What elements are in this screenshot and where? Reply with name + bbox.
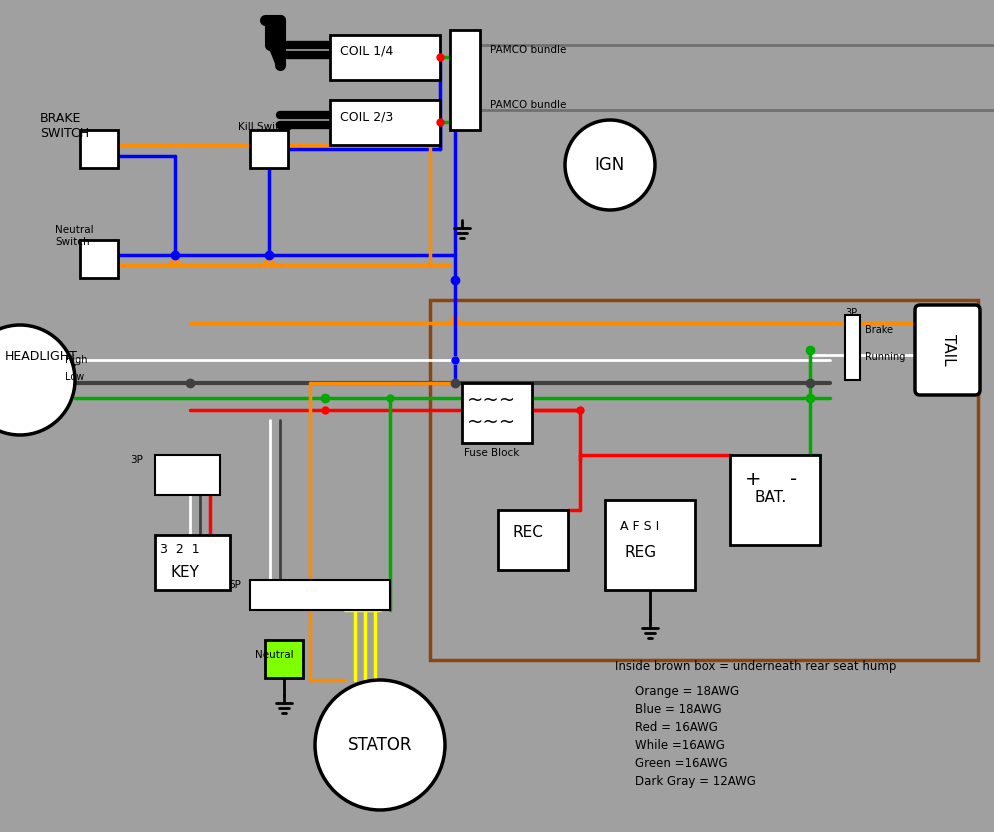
Text: PAMCO bundle: PAMCO bundle: [489, 45, 566, 55]
Circle shape: [315, 680, 444, 810]
Text: Red = 16AWG: Red = 16AWG: [634, 721, 717, 734]
Text: HEADLIGHT: HEADLIGHT: [5, 350, 78, 363]
Text: High: High: [65, 355, 87, 365]
Text: BRAKE
SWITCH: BRAKE SWITCH: [40, 112, 89, 140]
FancyBboxPatch shape: [461, 383, 532, 443]
Text: ~~~: ~~~: [466, 391, 516, 410]
Text: PAMCO bundle: PAMCO bundle: [489, 100, 566, 110]
Text: REC: REC: [513, 525, 544, 540]
Circle shape: [0, 325, 75, 435]
Text: STATOR: STATOR: [347, 736, 412, 754]
Text: 6P: 6P: [228, 580, 241, 590]
FancyBboxPatch shape: [730, 455, 819, 545]
Text: -: -: [789, 470, 796, 489]
FancyBboxPatch shape: [155, 455, 220, 495]
Text: Fuse Block: Fuse Block: [463, 448, 519, 458]
Text: Green =16AWG: Green =16AWG: [634, 757, 727, 770]
Text: Dark Gray = 12AWG: Dark Gray = 12AWG: [634, 775, 755, 788]
Text: ~~~: ~~~: [466, 413, 516, 432]
FancyBboxPatch shape: [844, 315, 859, 380]
Text: 3P: 3P: [844, 308, 856, 318]
FancyBboxPatch shape: [264, 640, 303, 678]
FancyBboxPatch shape: [80, 240, 118, 278]
Text: REG: REG: [624, 545, 656, 560]
Circle shape: [565, 120, 654, 210]
FancyBboxPatch shape: [80, 130, 118, 168]
Text: Kill Switch: Kill Switch: [238, 122, 291, 132]
FancyBboxPatch shape: [498, 510, 568, 570]
Text: Inside brown box = underneath rear seat hump: Inside brown box = underneath rear seat …: [614, 660, 896, 673]
Text: A F S I: A F S I: [619, 520, 659, 533]
Text: KEY: KEY: [170, 565, 199, 580]
Text: COIL 1/4: COIL 1/4: [340, 45, 393, 58]
Text: 3P: 3P: [130, 455, 143, 465]
FancyBboxPatch shape: [449, 30, 479, 130]
FancyBboxPatch shape: [604, 500, 694, 590]
Text: Neutral
Switch: Neutral Switch: [55, 225, 93, 246]
Text: While =16AWG: While =16AWG: [634, 739, 725, 752]
Text: Neutral: Neutral: [254, 650, 293, 660]
Text: TAIL: TAIL: [939, 334, 954, 366]
Text: +: +: [745, 470, 760, 489]
FancyBboxPatch shape: [914, 305, 979, 395]
Text: Low: Low: [65, 372, 84, 382]
Text: 3  2  1: 3 2 1: [160, 543, 200, 556]
Text: Orange = 18AWG: Orange = 18AWG: [634, 685, 739, 698]
FancyBboxPatch shape: [249, 130, 287, 168]
Text: BAT.: BAT.: [754, 490, 786, 505]
Text: Blue = 18AWG: Blue = 18AWG: [634, 703, 721, 716]
FancyBboxPatch shape: [249, 580, 390, 610]
FancyBboxPatch shape: [155, 535, 230, 590]
Text: COIL 2/3: COIL 2/3: [340, 110, 393, 123]
FancyBboxPatch shape: [330, 100, 439, 145]
Text: Brake: Brake: [864, 325, 892, 335]
Text: IGN: IGN: [594, 156, 624, 174]
Text: Running: Running: [864, 352, 905, 362]
FancyBboxPatch shape: [330, 35, 439, 80]
